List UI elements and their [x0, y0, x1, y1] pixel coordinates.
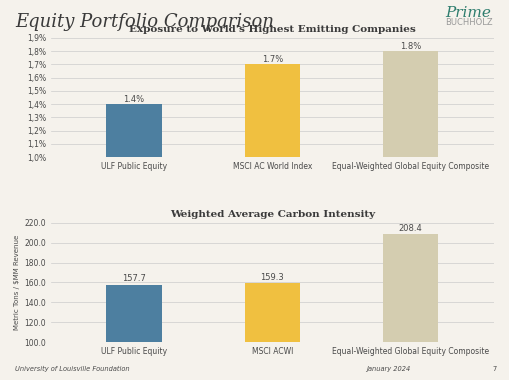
- Bar: [106, 285, 161, 380]
- Bar: [245, 65, 300, 290]
- Text: 7: 7: [492, 366, 496, 372]
- Bar: [245, 283, 300, 380]
- Text: University of Louisville Foundation: University of Louisville Foundation: [15, 366, 130, 372]
- Text: 1.4%: 1.4%: [123, 95, 145, 104]
- Bar: [106, 104, 161, 290]
- Text: BUCHHOLZ: BUCHHOLZ: [445, 18, 493, 27]
- Text: 159.3: 159.3: [261, 272, 284, 282]
- Text: 157.7: 157.7: [122, 274, 146, 283]
- Bar: [383, 234, 438, 380]
- Text: 208.4: 208.4: [399, 224, 422, 233]
- Text: January 2024: January 2024: [366, 366, 411, 372]
- Text: 1.8%: 1.8%: [400, 41, 421, 51]
- Title: Weighted Average Carbon Intensity: Weighted Average Carbon Intensity: [170, 210, 375, 219]
- Bar: [383, 51, 438, 290]
- Text: Prime: Prime: [445, 6, 491, 20]
- Title: Exposure to World's Highest Emitting Companies: Exposure to World's Highest Emitting Com…: [129, 25, 416, 35]
- Text: Equity Portfolio Comparison: Equity Portfolio Comparison: [15, 13, 274, 31]
- Text: 1.7%: 1.7%: [262, 55, 283, 64]
- Y-axis label: Metric Tons / $MM Revenue: Metric Tons / $MM Revenue: [14, 235, 20, 330]
